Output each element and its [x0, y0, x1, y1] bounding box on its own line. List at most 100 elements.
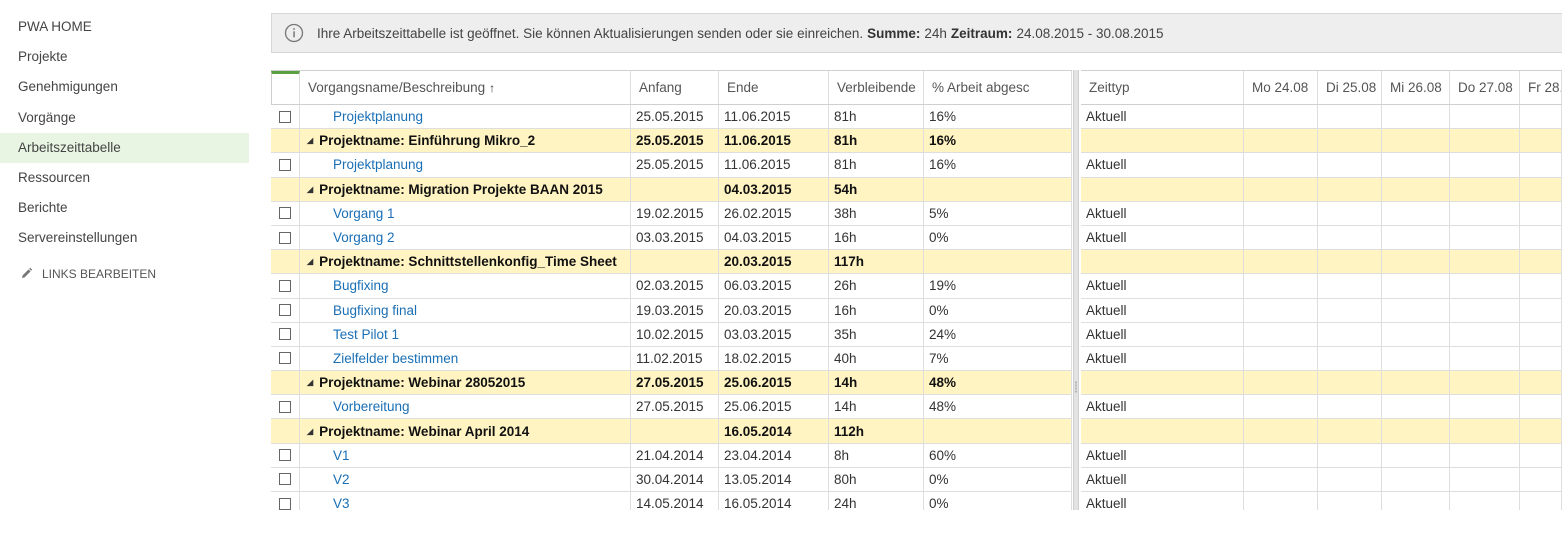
- timetype-cell[interactable]: Aktuell: [1081, 492, 1244, 510]
- day-hours-cell[interactable]: [1244, 492, 1318, 510]
- edit-links-button[interactable]: LINKS BEARBEITEN: [0, 267, 249, 281]
- day-hours-cell[interactable]: [1244, 346, 1318, 371]
- day-hours-cell[interactable]: [1318, 298, 1382, 322]
- column-header-end[interactable]: Ende: [719, 71, 829, 104]
- column-header-day[interactable]: Do 27.08: [1450, 71, 1520, 104]
- day-hours-cell[interactable]: [1382, 105, 1450, 129]
- column-header-day[interactable]: Mi 26.08: [1382, 71, 1450, 104]
- task-link[interactable]: Projektplanung: [333, 109, 424, 125]
- column-header-remaining[interactable]: Verbleibende: [829, 71, 924, 104]
- day-hours-cell[interactable]: [1382, 346, 1450, 371]
- task-link[interactable]: Zielfelder bestimmen: [333, 350, 459, 366]
- day-hours-cell[interactable]: [1318, 274, 1382, 298]
- timetype-cell[interactable]: Aktuell: [1081, 274, 1244, 298]
- day-hours-cell[interactable]: [1318, 201, 1382, 225]
- timetype-cell[interactable]: Aktuell: [1081, 346, 1244, 371]
- nav-item[interactable]: Arbeitszeittabelle: [0, 132, 249, 163]
- day-hours-cell[interactable]: [1318, 492, 1382, 510]
- collapse-triangle-icon[interactable]: ◢: [307, 378, 314, 388]
- select-all-header[interactable]: [271, 71, 300, 104]
- day-hours-cell[interactable]: [1450, 225, 1520, 250]
- day-hours-cell[interactable]: [1520, 322, 1562, 346]
- task-name-cell[interactable]: ◢ Projektname: Migration Projekte BAAN 20…: [300, 177, 631, 201]
- row-checkbox[interactable]: [279, 449, 291, 462]
- day-hours-cell[interactable]: [1382, 467, 1450, 491]
- collapse-triangle-icon[interactable]: ◢: [307, 136, 314, 146]
- column-header-day[interactable]: Di 25.08: [1318, 71, 1382, 104]
- row-checkbox[interactable]: [279, 352, 291, 365]
- timetype-cell[interactable]: Aktuell: [1081, 105, 1244, 129]
- timetype-cell[interactable]: Aktuell: [1081, 443, 1244, 467]
- day-hours-cell[interactable]: [1450, 274, 1520, 298]
- day-hours-cell[interactable]: [1450, 395, 1520, 419]
- row-checkbox[interactable]: [279, 473, 291, 486]
- nav-item[interactable]: Ressourcen: [18, 169, 91, 185]
- day-hours-cell[interactable]: [1318, 443, 1382, 467]
- day-hours-cell[interactable]: [1520, 225, 1562, 250]
- collapse-triangle-icon[interactable]: ◢: [307, 426, 314, 436]
- task-link[interactable]: Test Pilot 1: [333, 326, 400, 342]
- day-hours-cell[interactable]: [1382, 225, 1450, 250]
- splitter-grip-icon[interactable]: [1075, 381, 1077, 393]
- nav-item[interactable]: Projekte: [18, 49, 68, 65]
- day-hours-cell[interactable]: [1520, 467, 1562, 491]
- day-hours-cell[interactable]: [1244, 153, 1318, 177]
- day-hours-cell[interactable]: [1450, 105, 1520, 129]
- row-checkbox[interactable]: [279, 110, 291, 123]
- task-link[interactable]: V3: [333, 496, 350, 510]
- timetype-cell[interactable]: Aktuell: [1081, 298, 1244, 322]
- day-hours-cell[interactable]: [1244, 395, 1318, 419]
- day-hours-cell[interactable]: [1520, 274, 1562, 298]
- column-header-name[interactable]: Vorgangsname/Beschreibung ↑: [300, 71, 631, 104]
- nav-item[interactable]: PWA HOME: [18, 19, 92, 34]
- column-header-day[interactable]: Mo 24.08: [1244, 71, 1318, 104]
- day-hours-cell[interactable]: [1382, 274, 1450, 298]
- row-checkbox[interactable]: [279, 207, 291, 220]
- day-hours-cell[interactable]: [1244, 105, 1318, 129]
- day-hours-cell[interactable]: [1520, 153, 1562, 177]
- day-hours-cell[interactable]: [1382, 298, 1450, 322]
- day-hours-cell[interactable]: [1450, 322, 1520, 346]
- day-hours-cell[interactable]: [1318, 395, 1382, 419]
- nav-item[interactable]: Berichte: [18, 200, 68, 216]
- day-hours-cell[interactable]: [1450, 492, 1520, 510]
- nav-item[interactable]: Servereinstellungen: [18, 230, 138, 246]
- timetype-cell[interactable]: Aktuell: [1081, 467, 1244, 491]
- day-hours-cell[interactable]: [1318, 105, 1382, 129]
- day-hours-cell[interactable]: [1244, 274, 1318, 298]
- timetype-cell[interactable]: Aktuell: [1081, 395, 1244, 419]
- day-hours-cell[interactable]: [1244, 443, 1318, 467]
- day-hours-cell[interactable]: [1520, 346, 1562, 371]
- day-hours-cell[interactable]: [1244, 467, 1318, 491]
- timetype-cell[interactable]: Aktuell: [1081, 225, 1244, 250]
- day-hours-cell[interactable]: [1244, 298, 1318, 322]
- task-name-cell[interactable]: ◢ Projektname: Webinar April 2014: [300, 419, 631, 443]
- collapse-triangle-icon[interactable]: ◢: [307, 257, 314, 267]
- row-checkbox[interactable]: [279, 158, 291, 171]
- task-link[interactable]: Projektplanung: [333, 157, 424, 173]
- day-hours-cell[interactable]: [1450, 443, 1520, 467]
- timetype-cell[interactable]: Aktuell: [1081, 322, 1244, 346]
- day-hours-cell[interactable]: [1520, 201, 1562, 225]
- task-name-cell[interactable]: ◢ Projektname: Schnittstellenkonfig_Time …: [300, 250, 631, 274]
- day-hours-cell[interactable]: [1450, 153, 1520, 177]
- nav-item[interactable]: Genehmigungen: [18, 79, 118, 95]
- day-hours-cell[interactable]: [1520, 492, 1562, 510]
- collapse-triangle-icon[interactable]: ◢: [307, 184, 314, 194]
- task-link[interactable]: Vorgang 2: [333, 230, 395, 246]
- day-hours-cell[interactable]: [1244, 201, 1318, 225]
- day-hours-cell[interactable]: [1318, 153, 1382, 177]
- day-hours-cell[interactable]: [1382, 492, 1450, 510]
- day-hours-cell[interactable]: [1450, 346, 1520, 371]
- day-hours-cell[interactable]: [1244, 322, 1318, 346]
- day-hours-cell[interactable]: [1520, 298, 1562, 322]
- task-link[interactable]: V2: [333, 471, 350, 487]
- row-checkbox[interactable]: [279, 231, 291, 244]
- column-header-start[interactable]: Anfang: [631, 71, 719, 104]
- grid-splitter[interactable]: [1073, 70, 1079, 510]
- day-hours-cell[interactable]: [1382, 153, 1450, 177]
- day-hours-cell[interactable]: [1318, 225, 1382, 250]
- day-hours-cell[interactable]: [1318, 346, 1382, 371]
- row-checkbox[interactable]: [279, 328, 291, 341]
- day-hours-cell[interactable]: [1318, 322, 1382, 346]
